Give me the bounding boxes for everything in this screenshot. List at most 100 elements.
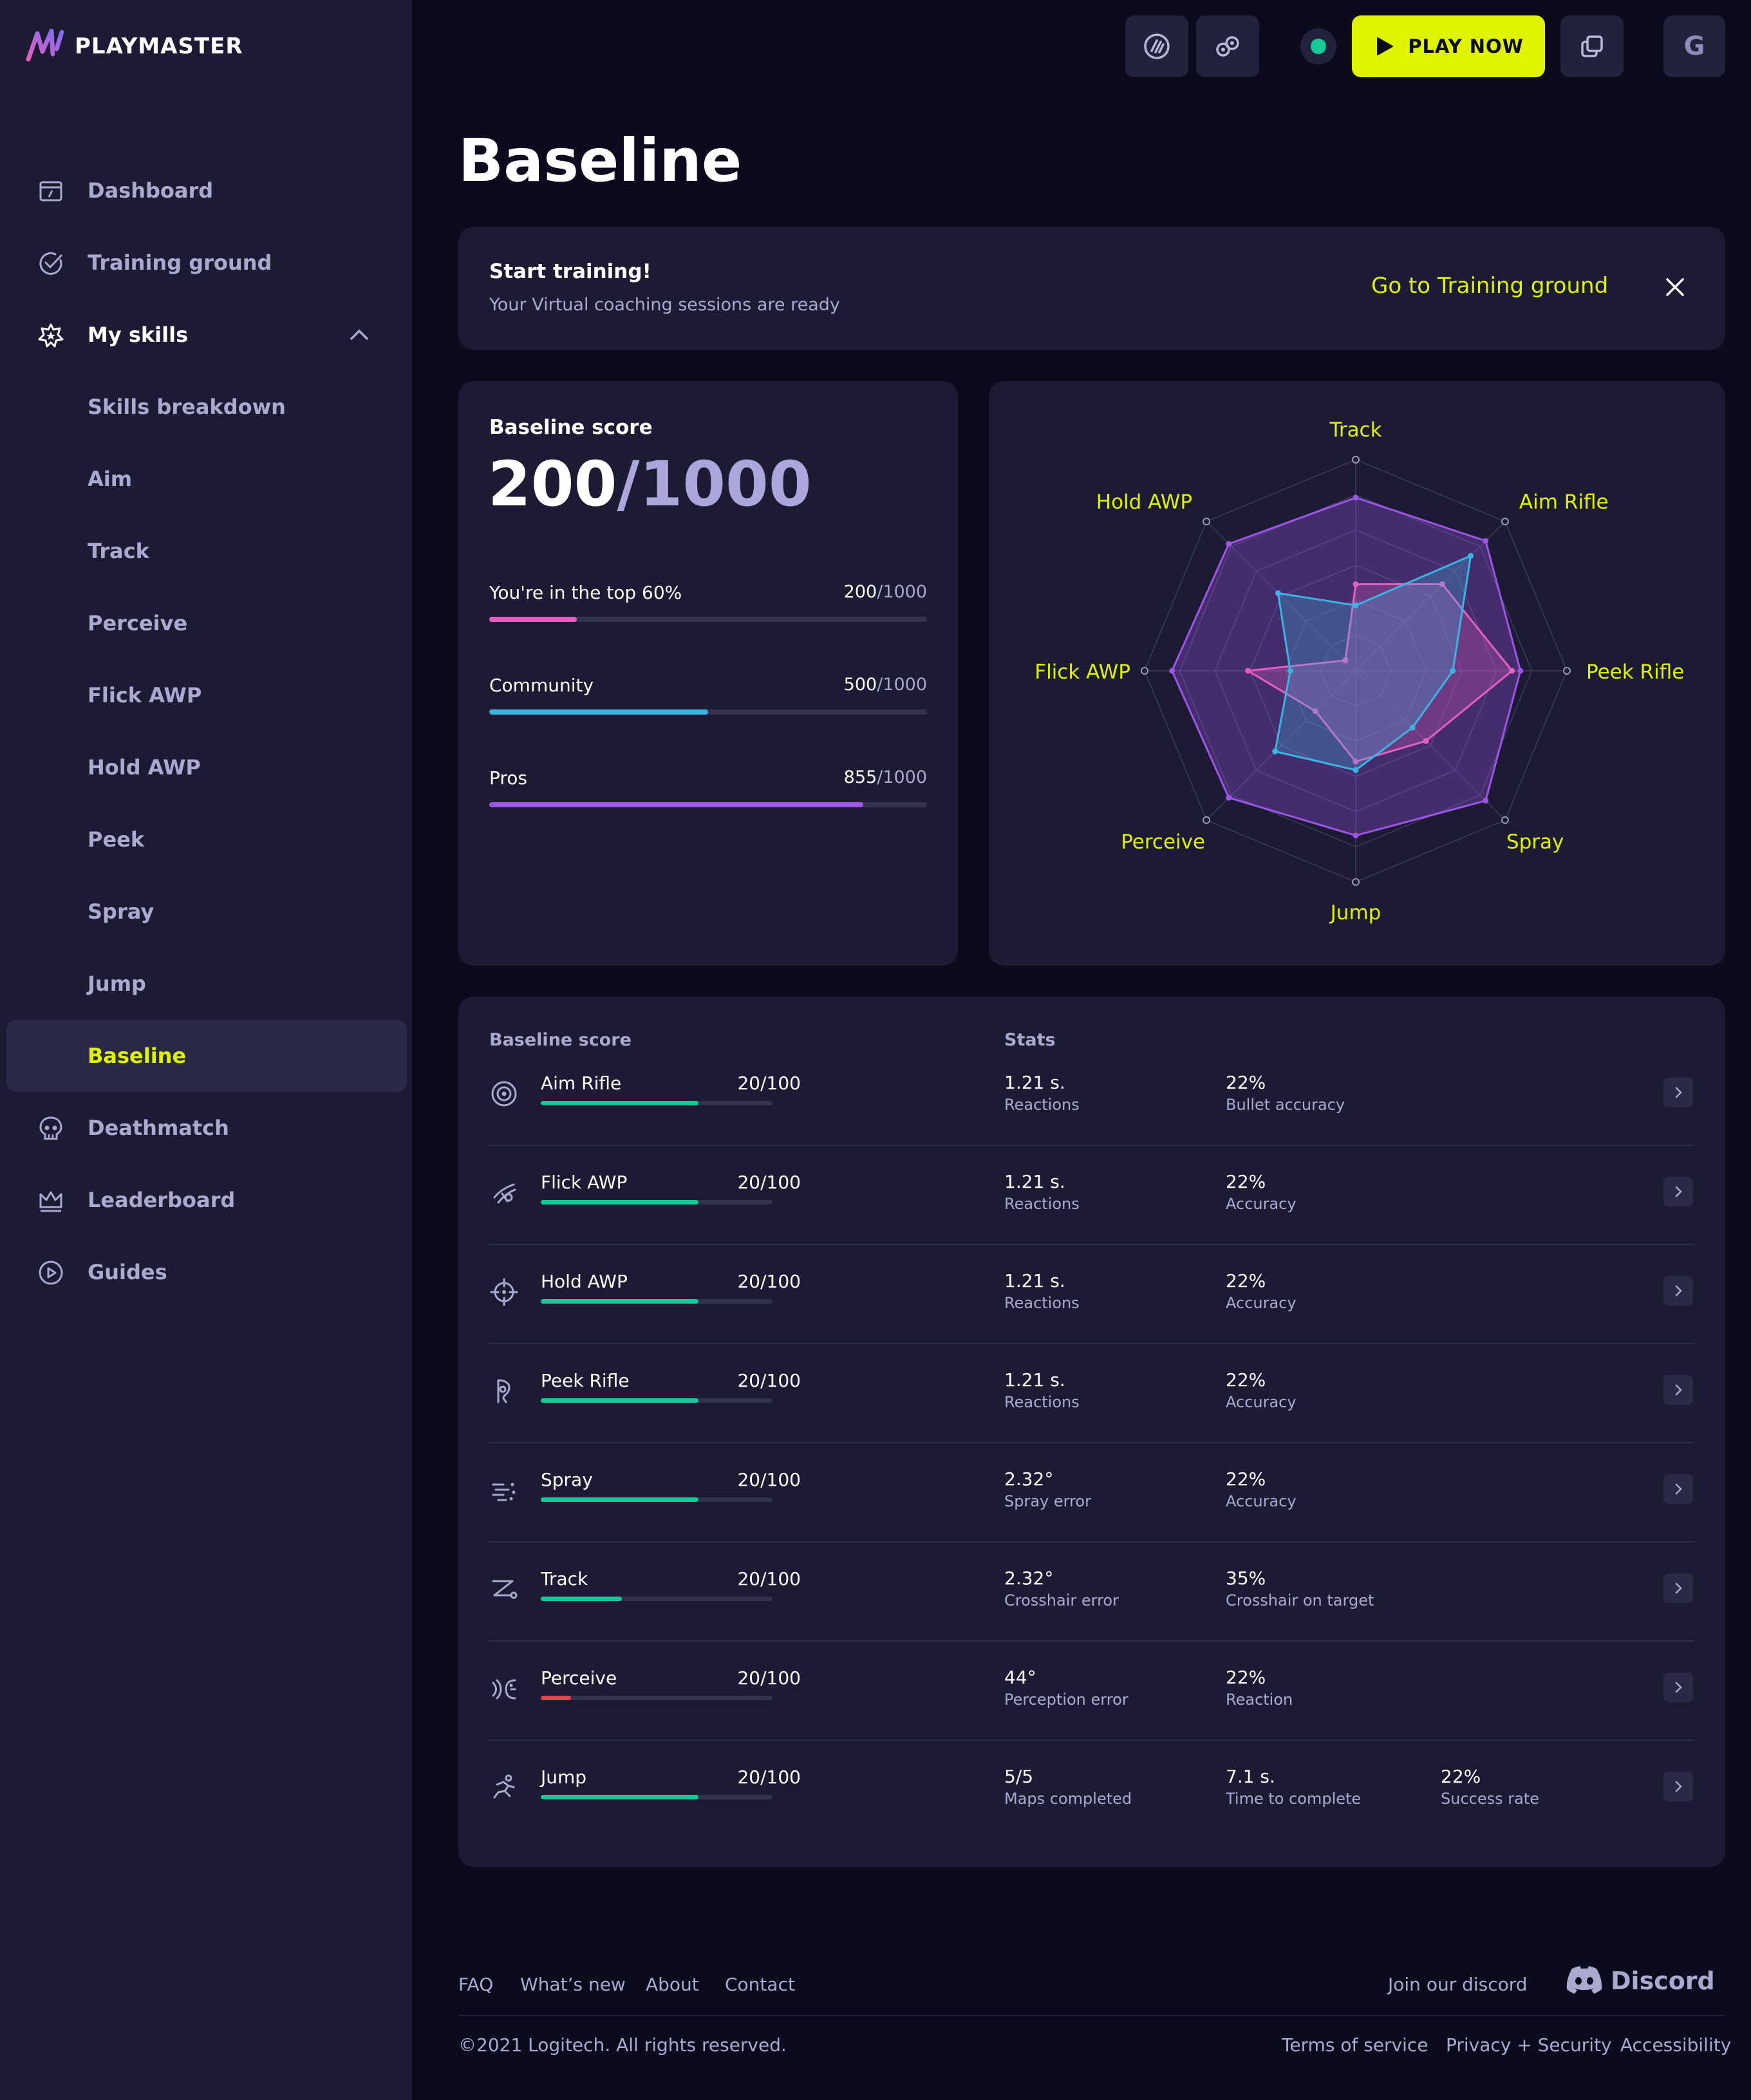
radar-data-point [1353,832,1359,839]
table-row[interactable]: Spray 20/100 2.32° Spray error 22% Accuracy [489,1443,1694,1542]
play-now-button[interactable]: PLAY NOW [1352,15,1545,77]
sidebar-item-guides[interactable]: Guides [0,1236,412,1308]
skill-name: Spray [541,1469,593,1490]
discord-icon [1566,1966,1602,1994]
stat-label: Maps completed [1004,1790,1132,1808]
target-icon [489,1079,519,1109]
row-details-button[interactable] [1663,1573,1693,1603]
sidebar-item-spray[interactable]: Spray [0,876,412,948]
sidebar-item-my-skills[interactable]: My skills [0,299,412,371]
row-details-button[interactable] [1663,1375,1693,1405]
playmaster-logo-icon [26,28,64,62]
stat: 35% Crosshair on target [1226,1567,1374,1611]
footer-link-about[interactable]: About [646,1974,699,1995]
brand-name: PLAYMASTER [75,33,243,59]
page-title: Baseline [458,126,742,195]
stat-label: Reactions [1004,1096,1080,1114]
row-divider [489,1244,1694,1245]
sidebar-item-aim[interactable]: Aim [0,443,412,515]
radar-axis-label: Perceive [1121,830,1205,854]
sidebar-item-skills-breakdown[interactable]: Skills breakdown [0,371,412,443]
stat-label: Accuracy [1226,1492,1297,1510]
column-header-stats: Stats [1004,1030,1056,1050]
table-row[interactable]: Hold AWP 20/100 1.21 s. Reactions 22% Accurac… [489,1245,1694,1344]
comparison-row-you: You're in the top 60% 200/1000 [489,582,927,633]
skill-name: Hold AWP [541,1271,628,1292]
radar-data-point [1423,738,1429,744]
play-circle-icon [37,1259,64,1286]
row-details-button[interactable] [1663,1177,1693,1206]
skill-score-bar [541,1299,772,1304]
footer-link-faq[interactable]: FAQ [458,1974,494,1995]
go-to-training-ground-link[interactable]: Go to Training ground [1371,273,1609,299]
footer-link-accessibility[interactable]: Accessibility [1620,2034,1732,2056]
sidebar-item-deathmatch[interactable]: Deathmatch [0,1092,412,1164]
copy-button[interactable] [1560,15,1624,77]
stat-value: 5/5 [1004,1766,1034,1787]
row-details-button[interactable] [1663,1276,1693,1306]
sidebar-item-perceive[interactable]: Perceive [0,587,412,659]
chevron-right-icon [1675,1285,1682,1297]
baseline-score-card: Baseline score 200/1000 You're in the to… [458,381,958,966]
table-row[interactable]: Aim Rifle 20/100 1.21 s. Reactions 22% Bullet… [489,1047,1694,1146]
radar-data-point [1483,538,1489,544]
sidebar-item-baseline[interactable]: Baseline [6,1020,407,1092]
footer-link-privacy[interactable]: Privacy + Security [1446,2034,1612,2056]
brand-logo[interactable]: PLAYMASTER [24,26,243,67]
sidebar-item-hold-awp[interactable]: Hold AWP [0,731,412,803]
radar-axis-label: Jump [1329,901,1381,924]
skill-score-bar [541,1696,772,1700]
skill-score: 20/100 [737,1172,801,1193]
chevron-up-icon[interactable] [348,323,371,346]
radar-data-point [1468,552,1474,559]
stat-label: Success rate [1441,1790,1539,1808]
stat: 22% Accuracy [1226,1468,1297,1512]
sidebar-item-label: Perceive [88,611,188,635]
row-details-button[interactable] [1663,1078,1693,1107]
chevron-right-icon [1675,1582,1682,1594]
discord-link[interactable]: Discord [1564,1965,1715,1997]
avatar[interactable]: G [1663,15,1725,77]
table-row[interactable]: Jump 20/100 5/5 Maps completed 7.1 s. Time to… [489,1741,1694,1840]
stat-value: 35% [1226,1568,1266,1589]
table-row[interactable]: Perceive 20/100 44° Perception error 22% Reac… [489,1642,1694,1741]
skull-icon [37,1115,64,1142]
skill-score-bar-fill [541,1299,698,1304]
footer-link-terms[interactable]: Terms of service [1282,2034,1428,2056]
stat-value: 22% [1226,1171,1266,1192]
skill-score: 20/100 [737,1568,801,1589]
comparison-row-pros: Pros 855/1000 [489,767,927,819]
game-logo-button[interactable] [1125,15,1188,77]
row-details-button[interactable] [1663,1673,1693,1702]
sidebar-item-training-ground[interactable]: Training ground [0,227,412,299]
flick-icon [489,1178,519,1208]
stat-label: Reactions [1004,1195,1080,1213]
chevron-right-icon [1675,1087,1682,1098]
row-details-button[interactable] [1663,1474,1693,1504]
perceive-icon [489,1674,519,1703]
footer-divider [458,2015,1725,2016]
sidebar-item-track[interactable]: Track [0,515,412,587]
join-discord-text[interactable]: Join our discord [1388,1974,1528,1995]
sidebar-item-peek[interactable]: Peek [0,803,412,876]
table-row[interactable]: Track 20/100 2.32° Crosshair error 35% Crossh… [489,1542,1694,1642]
sidebar-item-jump[interactable]: Jump [0,948,412,1020]
stat-value: 2.32° [1004,1468,1054,1490]
skill-score: 20/100 [737,1469,801,1490]
sidebar-item-flick-awp[interactable]: Flick AWP [0,659,412,731]
row-details-button[interactable] [1663,1772,1693,1801]
table-row[interactable]: Peek Rifle 20/100 1.21 s. Reactions 22% Accur… [489,1344,1694,1443]
check-circle-icon [37,250,64,277]
close-icon[interactable] [1662,274,1688,300]
footer-link-whats-new[interactable]: What’s new [520,1974,626,1995]
footer-link-contact[interactable]: Contact [725,1974,795,1995]
stat-value: 1.21 s. [1004,1171,1065,1192]
radar-data-point [1353,767,1359,773]
skill-score-bar [541,1795,772,1799]
stat-label: Reactions [1004,1393,1080,1411]
sidebar-item-leaderboard[interactable]: Leaderboard [0,1164,412,1236]
table-row[interactable]: Flick AWP 20/100 1.21 s. Reactions 22% Accura… [489,1146,1694,1245]
link-button[interactable] [1196,15,1259,77]
stat-label: Time to complete [1226,1790,1362,1808]
sidebar-item-dashboard[interactable]: Dashboard [0,155,412,227]
